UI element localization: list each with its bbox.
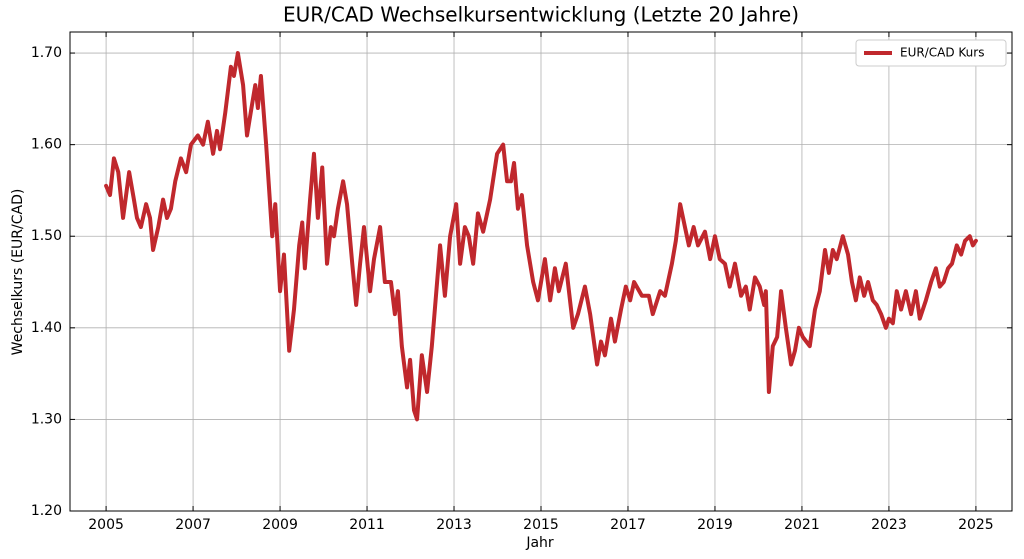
x-tick-label: 2009 (262, 517, 298, 533)
y-tick-label: 1.40 (31, 320, 62, 336)
x-tick-label: 2013 (436, 517, 472, 533)
x-tick-label: 2019 (697, 517, 733, 533)
y-tick-label: 1.50 (31, 228, 62, 244)
x-tick-label: 2023 (871, 517, 907, 533)
x-tick-label: 2005 (88, 517, 124, 533)
legend-box (855, 39, 1007, 67)
x-tick-label: 2007 (175, 517, 211, 533)
x-tick-label: 2021 (784, 517, 820, 533)
plot-frame (69, 31, 1013, 512)
x-tick-label: 2025 (958, 517, 994, 533)
x-tick-label: 2017 (610, 517, 646, 533)
data-line (104, 51, 978, 422)
legend: EUR/CAD Kurs (855, 39, 1007, 67)
chart-title: EUR/CAD Wechselkursentwicklung (Letzte 2… (283, 3, 799, 27)
y-tick-label: 1.60 (31, 137, 62, 153)
x-axis-label: Jahr (525, 535, 554, 551)
legend-label: EUR/CAD Kurs (900, 46, 984, 60)
x-tick-label: 2015 (523, 517, 559, 533)
y-tick-label: 1.30 (31, 411, 62, 427)
y-tick-label: 1.70 (31, 45, 62, 61)
y-tick-label: 1.20 (31, 503, 62, 519)
y-axis-label: Wechselkurs (EUR/CAD) (10, 189, 26, 356)
x-tick-label: 2011 (349, 517, 385, 533)
